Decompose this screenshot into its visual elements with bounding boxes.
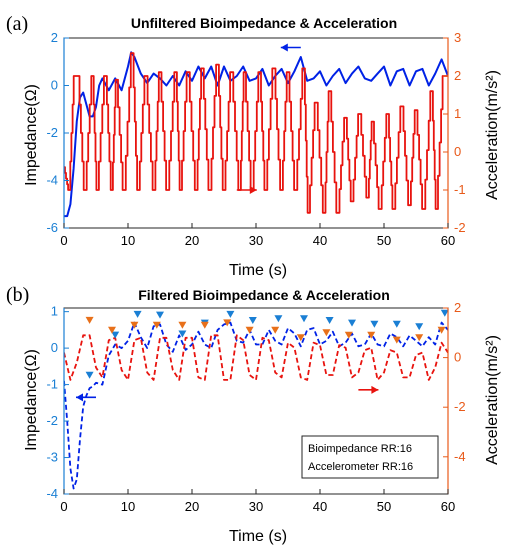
panel-b-peak-marker-impedance [178,330,187,338]
panel-b-x-tick-label: 50 [377,499,391,514]
panel-a-ylabel-left: Impedance(Ω) [23,84,40,186]
panel-b-y-left-tick-label: 0 [51,340,58,355]
panel-b-ylabel-right: Acceleration(m/s²) [484,335,501,465]
panel-a-plot: 0 10 20 30 40 50 60 -6 -4 -2 0 2 -2 -1 0 1 2 3 [46,30,465,248]
panel-b-peak-marker-impedance [111,331,120,339]
panel-a-y-right-tick-label: 2 [454,68,461,83]
panel-a-y-left-tick-label: -6 [46,220,58,235]
panel-a-x-tick-label: 0 [60,233,67,248]
panel-b-series-acceleration-line [64,334,448,381]
panel-a: (a) Unfiltered Bioimpedance & Accelerati… [6,13,501,279]
panel-b-peak-marker-acceleration [108,326,116,334]
panel-a-x-tick-label: 40 [313,233,327,248]
panel-b-peak-marker-acceleration [245,326,254,334]
panel-b-peak-marker-impedance [248,317,257,325]
panel-b-peak-marker-impedance [348,319,356,327]
panel-b-title: Filtered Bioimpedance & Acceleration [138,287,390,303]
panel-a-y-right-tick-label: -1 [454,182,466,197]
panel-b-series-group [64,321,448,490]
panel-b-plot: 0 10 20 30 40 50 60 -4 -3 -2 -1 0 1 -4 -2 0 2 Bioimpedanc… [46,300,465,514]
panel-b-peak-marker-acceleration [296,334,305,342]
panel-b-y-right-tick-label: -4 [454,449,466,464]
panel-a-x-tick-label: 30 [249,233,263,248]
panel-b-y-left-tick-label: -3 [46,450,58,465]
panel-b-x-tick-label: 0 [60,499,67,514]
panel-a-x-tick-label: 20 [185,233,199,248]
panel-b-y-right-tick-label: -2 [454,399,466,414]
panel-b-peak-marker-acceleration [437,326,446,334]
panel-b-peak-marker-impedance [133,310,142,318]
panel-b-peak-marker-acceleration [223,319,232,327]
panel-b-peak-marker-acceleration [271,326,280,334]
panel-b-legend-box [301,435,439,479]
panel-a-x-tick-label: 50 [377,233,391,248]
panel-b-x-tick-label: 60 [441,499,455,514]
panel-b-y-left-tick-label: -2 [46,413,58,428]
panel-b-peak-marker-acceleration [415,334,424,342]
panel-a-arrow-right-head [249,186,257,194]
panel-b-x-tick-label: 30 [249,499,263,514]
panel-b-letter: (b) [6,284,29,306]
panel-b-xlabel: Time (s) [229,528,287,545]
panel-b-x-tick-label: 10 [121,499,135,514]
panel-b-arrow-right-head [371,385,379,394]
panel-a-arrow-left-head [280,43,288,52]
panel-b-peak-marker-acceleration [322,329,331,337]
panel-b-legend-line: Accelerometer RR:16 [308,461,413,473]
panel-a-y-right-tick-label: 1 [454,106,461,121]
panel-b-peak-marker-acceleration [130,321,139,329]
panel-a-y-left-tick-label: -4 [46,173,58,188]
panel-b-peak-marker-acceleration [367,331,376,339]
panel-b-arrow-left-head [76,393,83,402]
panel-a-xlabel: Time (s) [229,262,287,279]
panel-b-y-right-tick-label: 2 [454,300,461,315]
panel-b-peak-marker-impedance [274,315,283,323]
panel-a-title: Unfiltered Bioimpedance & Acceleration [131,15,397,31]
panel-b-x-tick-label: 20 [185,499,199,514]
panel-b-peak-marker-acceleration [178,321,187,329]
panel-b-y-left-tick-label: -1 [46,377,58,392]
panel-b-peak-marker-acceleration [200,321,209,329]
panel-a-series-group [64,51,448,218]
panel-b-peak-marker-acceleration [152,321,161,329]
panel-b-y-left-tick-label: -4 [46,486,58,501]
panel-a-y-right-tick-label: 3 [454,30,461,45]
panel-b-legend-line: Bioimpedance RR:16 [308,443,412,455]
panel-b-peak-marker-impedance [370,320,379,328]
panel-b-ylabel-left: Impedance(Ω) [23,349,40,451]
panel-b-peak-marker-acceleration [85,316,94,324]
panel-b-x-tick-label: 40 [313,499,327,514]
panel-a-y-left-tick-label: 0 [51,78,58,93]
panel-b-peak-marker-impedance [85,371,94,379]
panel-b-peak-marker-impedance [415,323,424,331]
panel-b-peak-marker-acceleration [392,336,401,344]
panel-a-y-left-tick-label: -2 [46,125,58,140]
panel-b: (b) Filtered Bioimpedance & Acceleration… [6,284,501,545]
panel-a-y-left-tick-label: 2 [51,30,58,45]
panel-b-series-impedance-line [64,321,448,490]
panel-a-x-tick-label: 10 [121,233,135,248]
panel-b-y-right-tick-label: 0 [454,350,461,365]
panel-a-letter: (a) [6,13,28,35]
panel-b-peak-marker-impedance [392,320,401,328]
panel-b-peak-marker-impedance [300,315,308,323]
panel-a-x-tick-label: 60 [441,233,455,248]
panel-b-peak-marker-impedance [156,311,164,319]
panel-b-peak-marker-acceleration [344,331,353,339]
panel-b-peak-marker-impedance [440,309,449,317]
panel-b-peak-marker-impedance [325,317,334,325]
panel-a-y-right-tick-label: 0 [454,144,461,159]
panel-a-ylabel-right: Acceleration(m/s²) [484,70,501,200]
panel-b-peak-marker-impedance [226,310,235,318]
panel-b-y-left-tick-label: 1 [51,304,58,319]
panel-a-y-right-tick-label: -2 [454,220,466,235]
